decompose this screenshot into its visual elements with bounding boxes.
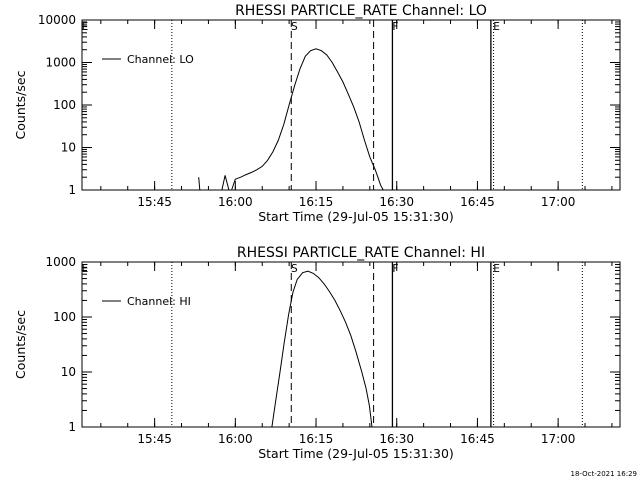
series-line — [198, 177, 201, 191]
series-line — [231, 48, 384, 191]
chart-panel-lo: RHESSI PARTICLE_RATE Channel: LO Start Ti… — [13, 3, 621, 224]
y-tick-label: 10000 — [38, 13, 76, 27]
marker-label: S — [291, 21, 298, 33]
y-axis-label: Counts/sec — [13, 70, 28, 139]
footer-timestamp: 18-Oct-2021 16:29 — [571, 470, 637, 478]
marker-label: F — [392, 21, 398, 33]
x-tick-label: 16:30 — [379, 432, 414, 446]
series-line — [271, 270, 373, 428]
y-tick-label: 10 — [61, 365, 76, 379]
x-tick-label: 16:15 — [299, 432, 334, 446]
y-tick-label: 100 — [53, 98, 76, 112]
y-tick-label: 100 — [53, 310, 76, 324]
legend-label: Channel: LO — [127, 53, 194, 66]
x-tick-label: 16:00 — [218, 432, 253, 446]
plot-frame — [81, 19, 621, 191]
legend-label: Channel: HI — [127, 295, 191, 308]
marker-label: S — [291, 263, 298, 275]
x-tick-label: 17:00 — [541, 432, 576, 446]
y-tick-label: 10 — [61, 141, 76, 155]
y-axis-label: Counts/sec — [13, 310, 28, 379]
y-tick-label: 1 — [68, 183, 76, 197]
x-tick-label: 17:00 — [541, 195, 576, 209]
marker-label: E — [493, 263, 500, 275]
plot-frame — [81, 261, 621, 428]
marker-label: E — [82, 21, 89, 33]
x-tick-label: 15:45 — [137, 432, 172, 446]
chart-panel-hi: RHESSI PARTICLE_RATE Channel: HI Start Ti… — [13, 245, 621, 461]
marker-label: E — [82, 263, 89, 275]
chart-title: RHESSI PARTICLE_RATE Channel: LO — [235, 3, 487, 19]
y-tick-label: 1000 — [45, 56, 76, 70]
marker-label: F — [392, 263, 398, 275]
y-tick-label: 1000 — [45, 255, 76, 269]
chart-title: RHESSI PARTICLE_RATE Channel: HI — [237, 245, 485, 261]
x-tick-label: 16:30 — [379, 195, 414, 209]
x-axis-label: Start Time (29-Jul-05 15:31:30) — [258, 446, 454, 461]
x-tick-label: 16:15 — [299, 195, 334, 209]
x-tick-label: 16:45 — [460, 195, 495, 209]
marker-label: E — [493, 21, 500, 33]
x-axis-label: Start Time (29-Jul-05 15:31:30) — [258, 209, 454, 224]
x-tick-label: 15:45 — [137, 195, 172, 209]
series-line — [221, 175, 230, 191]
x-tick-label: 16:45 — [460, 432, 495, 446]
y-tick-label: 1 — [68, 420, 76, 434]
x-tick-label: 16:00 — [218, 195, 253, 209]
